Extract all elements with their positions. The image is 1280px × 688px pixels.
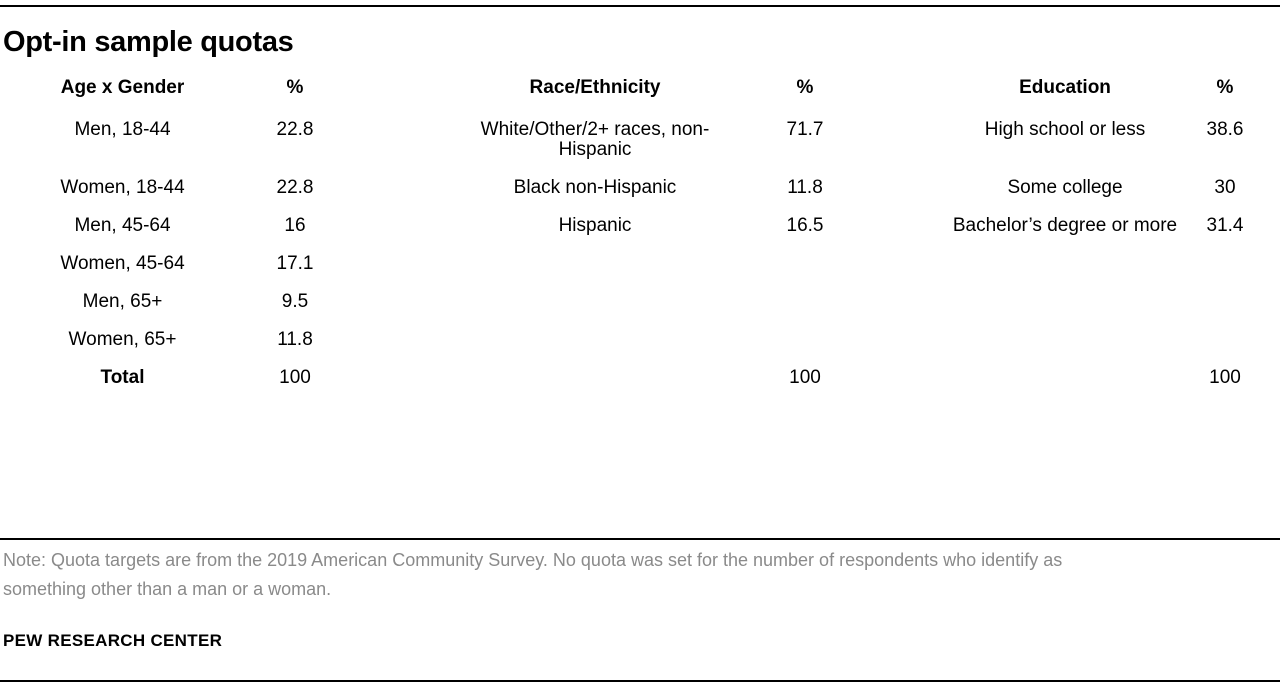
figure-title: Opt-in sample quotas <box>3 26 294 58</box>
table-cell <box>450 321 740 359</box>
spacer <box>870 321 950 359</box>
spacer <box>1270 169 1280 207</box>
table-cell: Women, 18-44 <box>60 177 185 198</box>
table-row: Men, 65+ 9.5 <box>0 283 1280 321</box>
spacer <box>345 359 450 397</box>
spacer <box>345 245 450 283</box>
column-header-race-pct: % <box>796 77 814 98</box>
column-header-education-pct: % <box>1216 77 1234 98</box>
table-row: Men, 18-44 22.8 White/Other/2+ races, no… <box>0 111 1280 169</box>
spacer <box>345 283 450 321</box>
table-cell: Black non-Hispanic <box>513 177 677 198</box>
spacer <box>870 245 950 283</box>
top-rule <box>0 5 1280 7</box>
table-cell <box>450 283 740 321</box>
quota-table: Age x Gender % Race/Ethnicity % Educatio… <box>0 67 1280 397</box>
table-cell: Women, 45-64 <box>60 253 185 274</box>
spacer <box>870 67 950 111</box>
table-cell <box>450 359 740 397</box>
table-cell: 11.8 <box>277 329 313 350</box>
spacer <box>1270 111 1280 169</box>
table-cell <box>950 245 1180 283</box>
table-cell <box>1180 245 1270 283</box>
table-cell: 9.5 <box>281 291 309 312</box>
column-header-education: Education <box>1019 77 1111 98</box>
table-cell: 71.7 <box>786 119 824 140</box>
table-cell: Hispanic <box>558 215 632 236</box>
table-cell <box>740 321 870 359</box>
table-cell: 100 <box>1209 367 1241 388</box>
table-row: Women, 65+ 11.8 <box>0 321 1280 359</box>
spacer <box>1270 207 1280 245</box>
spacer <box>1270 359 1280 397</box>
table-cell: Men, 65+ <box>82 291 163 312</box>
spacer <box>1270 321 1280 359</box>
table-cell: 16.5 <box>786 215 824 236</box>
spacer <box>1270 283 1280 321</box>
spacer <box>870 111 950 169</box>
table-cell: 100 <box>279 367 311 388</box>
table-cell: White/Other/2+ races, non-Hispanic <box>480 119 710 160</box>
column-header-age-gender: Age x Gender <box>60 77 185 98</box>
column-header-race: Race/Ethnicity <box>529 77 661 98</box>
table-cell: 11.8 <box>787 177 823 198</box>
table-row: Men, 45-64 16 Hispanic 16.5 Bachelor’s d… <box>0 207 1280 245</box>
table-cell: 38.6 <box>1206 119 1244 140</box>
table-cell: Men, 45-64 <box>74 215 171 236</box>
spacer <box>870 207 950 245</box>
table-cell <box>450 245 740 283</box>
table-cell <box>950 359 1180 397</box>
table-cell: 22.8 <box>276 177 314 198</box>
table-cell: 17.1 <box>276 253 314 274</box>
spacer <box>345 169 450 207</box>
spacer <box>345 321 450 359</box>
table-cell <box>950 321 1180 359</box>
table-cell: Men, 18-44 <box>74 119 171 140</box>
table-cell <box>1180 321 1270 359</box>
table-cell <box>740 245 870 283</box>
spacer <box>870 169 950 207</box>
table-cell <box>740 283 870 321</box>
header-row: Age x Gender % Race/Ethnicity % Educatio… <box>0 67 1280 111</box>
spacer <box>1270 67 1280 111</box>
bottom-rule <box>0 680 1280 682</box>
table-row-total: Total 100 100 100 <box>0 359 1280 397</box>
table-cell <box>950 283 1180 321</box>
table-cell: 16 <box>284 215 306 236</box>
spacer <box>1270 245 1280 283</box>
table-cell: High school or less <box>984 119 1146 140</box>
table-cell: 22.8 <box>276 119 314 140</box>
source-attribution: PEW RESEARCH CENTER <box>3 631 223 650</box>
spacer <box>345 207 450 245</box>
spacer <box>345 111 450 169</box>
table-cell <box>1180 283 1270 321</box>
note-divider-rule <box>0 538 1280 540</box>
table-cell: 100 <box>789 367 821 388</box>
spacer <box>870 283 950 321</box>
column-header-age-pct: % <box>286 77 304 98</box>
table-row: Women, 18-44 22.8 Black non-Hispanic 11.… <box>0 169 1280 207</box>
spacer <box>870 359 950 397</box>
table-cell: 31.4 <box>1206 215 1244 236</box>
table-cell: 30 <box>1214 177 1236 198</box>
table-cell: Some college <box>1007 177 1123 198</box>
table-cell: Bachelor’s degree or more <box>952 215 1178 236</box>
table-cell-total-label: Total <box>100 367 145 388</box>
table-cell: Women, 65+ <box>68 329 177 350</box>
table-row: Women, 45-64 17.1 <box>0 245 1280 283</box>
spacer <box>345 67 450 111</box>
figure-note: Note: Quota targets are from the 2019 Am… <box>3 550 1063 599</box>
